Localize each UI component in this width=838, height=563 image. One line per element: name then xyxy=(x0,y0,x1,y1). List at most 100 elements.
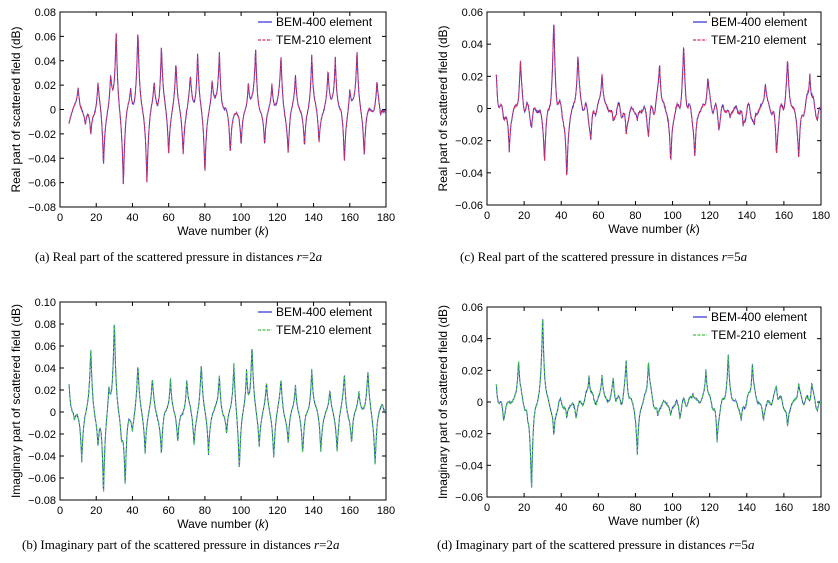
x-tick-label: 40 xyxy=(555,210,567,222)
y-tick-label: 0 xyxy=(477,104,483,116)
x-tick-label: 100 xyxy=(663,210,681,222)
x-tick-label: 100 xyxy=(663,502,681,514)
x-tick-label: 100 xyxy=(232,505,250,517)
x-tick-label: 180 xyxy=(812,210,830,222)
y-tick-label: −0.04 xyxy=(28,451,56,463)
y-tick-label: 0.08 xyxy=(35,7,56,19)
legend-label-tem: TEM-210 element xyxy=(276,323,372,337)
x-tick-label: 20 xyxy=(518,210,530,222)
x-tick-label: 120 xyxy=(268,505,286,517)
x-tick-label: 80 xyxy=(199,505,211,517)
y-tick-label: 0.06 xyxy=(35,31,56,43)
x-tick-label: 40 xyxy=(555,502,567,514)
caption-a: (a) Real part of the scattered pressure … xyxy=(35,249,323,264)
x-axis-label: Wave number (k) xyxy=(177,224,269,238)
series-line-tem xyxy=(495,24,821,176)
x-tick-label: 120 xyxy=(700,502,718,514)
y-tick-label: −0.06 xyxy=(455,492,483,504)
series-line-tem xyxy=(68,33,386,184)
caption-d: (d) Imaginary part of the scattered pres… xyxy=(437,537,755,552)
y-axis-label: Real part of scattered field (dB) xyxy=(9,26,23,192)
y-tick-label: 0 xyxy=(50,407,56,419)
y-tick-label: −0.08 xyxy=(28,495,56,507)
legend-label-bem: BEM-400 element xyxy=(711,15,808,29)
x-axis-label: Wave number (k) xyxy=(177,517,269,531)
y-tick-label: 0.06 xyxy=(462,7,483,19)
series-line-tem xyxy=(495,319,821,488)
legend-label-tem: TEM-210 element xyxy=(711,328,807,342)
x-tick-label: 0 xyxy=(57,212,63,224)
x-tick-label: 180 xyxy=(377,505,395,517)
y-axis-label: Imaginary part of scattered field (dB) xyxy=(436,305,450,499)
y-tick-label: 0 xyxy=(50,105,56,117)
x-tick-label: 60 xyxy=(163,505,175,517)
x-tick-label: 180 xyxy=(377,212,395,224)
x-tick-label: 160 xyxy=(341,212,359,224)
y-axis-label: Real part of scattered field (dB) xyxy=(436,25,450,191)
x-tick-label: 120 xyxy=(268,212,286,224)
x-tick-label: 40 xyxy=(126,212,138,224)
x-tick-label: 160 xyxy=(775,210,793,222)
x-tick-label: 140 xyxy=(738,502,756,514)
x-tick-label: 20 xyxy=(518,502,530,514)
x-tick-label: 160 xyxy=(775,502,793,514)
y-tick-label: −0.08 xyxy=(28,202,56,214)
x-tick-label: 40 xyxy=(126,505,138,517)
y-tick-label: 0 xyxy=(477,397,483,409)
x-tick-label: 80 xyxy=(629,210,641,222)
y-tick-label: 0.04 xyxy=(462,39,483,51)
y-tick-label: −0.02 xyxy=(28,429,56,441)
legend-label-bem: BEM-400 element xyxy=(276,305,373,319)
y-tick-label: 0.06 xyxy=(462,302,483,314)
x-tick-label: 20 xyxy=(90,505,102,517)
legend-label-tem: TEM-210 element xyxy=(711,33,807,47)
y-tick-label: −0.06 xyxy=(28,473,56,485)
y-tick-label: 0.02 xyxy=(35,80,56,92)
x-axis-label: Wave number (k) xyxy=(608,514,700,528)
plot-frame xyxy=(59,301,387,501)
x-tick-label: 140 xyxy=(304,505,322,517)
x-tick-label: 0 xyxy=(484,210,490,222)
x-tick-label: 60 xyxy=(163,212,175,224)
y-tick-label: 0.02 xyxy=(35,385,56,397)
series-line-bem xyxy=(68,33,386,185)
x-tick-label: 120 xyxy=(700,210,718,222)
y-tick-label: 0.02 xyxy=(462,365,483,377)
x-tick-label: 60 xyxy=(592,210,604,222)
legend-label-bem: BEM-400 element xyxy=(711,310,808,324)
series-line-tem xyxy=(68,324,386,493)
x-tick-label: 140 xyxy=(304,212,322,224)
x-axis-label: Wave number (k) xyxy=(608,222,700,236)
x-tick-label: 80 xyxy=(629,502,641,514)
x-tick-label: 60 xyxy=(592,502,604,514)
x-tick-label: 80 xyxy=(199,212,211,224)
y-tick-label: −0.04 xyxy=(28,153,56,165)
x-tick-label: 0 xyxy=(484,502,490,514)
y-tick-label: 0.04 xyxy=(35,56,56,68)
y-tick-label: 0.04 xyxy=(462,334,483,346)
x-tick-label: 100 xyxy=(232,212,250,224)
y-tick-label: 0.08 xyxy=(35,319,56,331)
x-tick-label: 180 xyxy=(812,502,830,514)
y-tick-label: 0.06 xyxy=(35,341,56,353)
legend-label-tem: TEM-210 element xyxy=(276,33,372,47)
caption-b: (b) Imaginary part of the scattered pres… xyxy=(22,537,340,552)
y-tick-label: −0.04 xyxy=(455,168,483,180)
x-tick-label: 0 xyxy=(57,505,63,517)
x-tick-label: 160 xyxy=(341,505,359,517)
y-tick-label: −0.02 xyxy=(455,429,483,441)
legend-label-bem: BEM-400 element xyxy=(276,15,373,29)
x-tick-label: 20 xyxy=(90,212,102,224)
caption-c: (c) Real part of the scattered pressure … xyxy=(460,249,748,264)
x-tick-label: 140 xyxy=(738,210,756,222)
y-tick-label: −0.04 xyxy=(455,460,483,472)
y-tick-label: 0.10 xyxy=(35,297,56,309)
y-tick-label: 0.02 xyxy=(462,71,483,83)
y-tick-label: −0.02 xyxy=(455,136,483,148)
y-tick-label: −0.06 xyxy=(28,178,56,190)
